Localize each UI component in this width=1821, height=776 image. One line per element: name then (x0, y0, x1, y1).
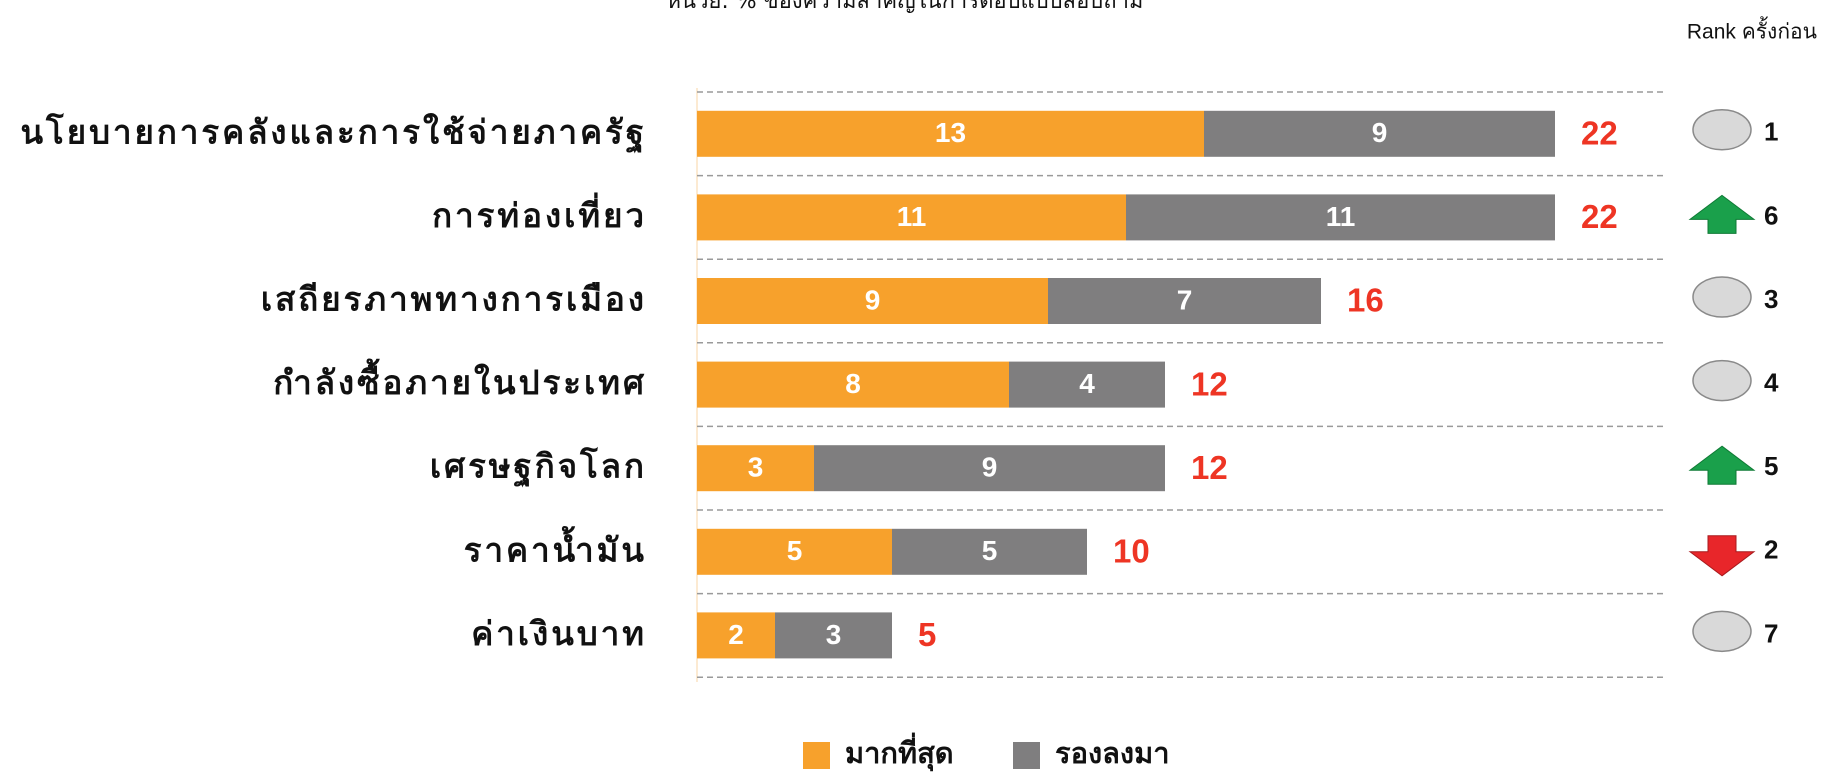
total-label: 22 (1581, 198, 1618, 235)
bar-segment (892, 528, 1087, 575)
total-label: 12 (1191, 449, 1228, 486)
segment-label: 8 (845, 368, 861, 399)
bar-segment (1204, 110, 1555, 157)
legend-label: รองลงมา (1055, 736, 1170, 770)
bar-segment (697, 612, 775, 659)
category-label: เสถียรภาพทางการเมือง (261, 280, 647, 319)
bar-segment (697, 528, 892, 575)
segment-label: 5 (787, 535, 803, 566)
segment-label: 9 (865, 284, 881, 315)
rank-same-marker (1692, 276, 1752, 318)
segment-label: 7 (1177, 284, 1193, 315)
category-label: เศรษฐกิจโลก (430, 447, 647, 488)
bar-segment (697, 445, 814, 492)
segment-label: 9 (982, 452, 998, 483)
segment-label: 9 (1372, 117, 1388, 148)
bar-segment (697, 361, 1009, 408)
rank-up-arrow (1688, 445, 1756, 485)
previous-rank: 5 (1764, 451, 1778, 481)
segment-label: 5 (982, 535, 998, 566)
bar-segment (814, 445, 1165, 492)
segment-label: 4 (1079, 368, 1095, 399)
rank-down-arrow (1688, 535, 1756, 577)
total-label: 5 (918, 616, 936, 653)
rank-same-marker (1692, 610, 1752, 653)
segment-label: 3 (748, 452, 764, 483)
bar-segment (697, 110, 1204, 157)
total-label: 22 (1581, 115, 1618, 152)
previous-rank: 1 (1764, 117, 1778, 147)
previous-rank: 2 (1764, 535, 1778, 565)
category-label: ค่าเงินบาท (471, 614, 647, 653)
total-label: 12 (1191, 365, 1228, 402)
segment-label: 2 (728, 619, 744, 650)
segment-label: 13 (935, 117, 966, 148)
legend-swatch (803, 742, 830, 769)
category-label: นโยบายการคลังและการใช้จ่ายภาครัฐ (20, 112, 647, 153)
bar-segment (1126, 194, 1555, 241)
segment-label: 11 (1326, 201, 1356, 232)
category-label: ราคาน้ำมัน (464, 525, 647, 569)
legend-swatch (1013, 742, 1040, 769)
previous-rank: 7 (1764, 618, 1778, 648)
bar-segment (697, 194, 1126, 241)
bar-segment (1048, 278, 1321, 324)
segment-label: 11 (897, 201, 927, 232)
rank-header: Rank ครั้งก่อน (1687, 17, 1817, 44)
previous-rank: 6 (1764, 200, 1778, 230)
rank-up-arrow (1688, 194, 1756, 234)
bar-segment (697, 278, 1048, 324)
bar-segment (775, 612, 892, 659)
legend-label: มากที่สุด (845, 732, 954, 771)
previous-rank: 4 (1764, 367, 1779, 397)
bar-segment (1009, 361, 1165, 408)
rank-same-marker (1692, 359, 1752, 402)
category-label: กำลังซื้อภายในประเทศ (273, 358, 647, 402)
rank-same-marker (1692, 109, 1752, 151)
previous-rank: 3 (1764, 284, 1778, 314)
subtitle: หน่วย: % ของความสำคัญในการตอบแบบสอบถาม (667, 0, 1144, 14)
category-label: การท่องเที่ยว (432, 192, 647, 235)
total-label: 16 (1347, 282, 1384, 319)
total-label: 10 (1113, 533, 1150, 570)
segment-label: 3 (826, 619, 842, 650)
